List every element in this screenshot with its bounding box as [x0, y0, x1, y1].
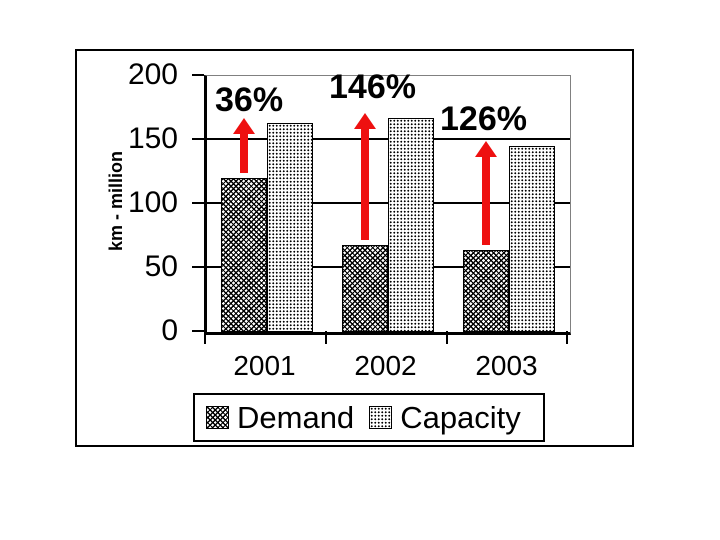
chart-frame: km - million 200 150 100 50 0: [75, 49, 634, 447]
x-tick-mark: [204, 331, 206, 344]
y-tick-label: 50: [144, 250, 178, 283]
y-tick-label: 100: [127, 186, 178, 219]
y-tick-mark: [192, 74, 204, 76]
bar-capacity-2003: [509, 146, 555, 332]
increase-arrow-2001: [233, 118, 255, 174]
x-tick-mark: [566, 331, 568, 344]
annotation-36pct: 36%: [215, 81, 284, 119]
arrow-head-icon: [475, 141, 497, 158]
x-category-label: 2002: [354, 350, 417, 381]
bar-capacity-2001: [267, 123, 313, 332]
y-tick-label: 0: [161, 314, 178, 347]
x-category-label: 2001: [233, 350, 296, 381]
y-tick-label: 200: [127, 58, 178, 91]
arrow-head-icon: [354, 113, 376, 130]
plot-area: [204, 75, 571, 335]
arrow-shaft: [482, 155, 490, 246]
legend-label-demand: Demand: [237, 399, 355, 435]
y-tick-mark: [192, 330, 204, 332]
y-tick-label: 150: [127, 122, 178, 155]
x-tick-mark: [325, 331, 327, 344]
x-tick-mark: [446, 331, 448, 344]
arrow-shaft: [361, 127, 369, 240]
increase-arrow-2003: [475, 141, 497, 246]
legend: Demand Capacity: [193, 393, 545, 442]
legend-label-capacity: Capacity: [400, 399, 521, 435]
y-tick-mark: [192, 138, 204, 140]
y-tick-mark: [192, 266, 204, 268]
legend-swatch-demand: [206, 406, 229, 429]
bar-demand-2002: [342, 245, 388, 332]
bar-demand-2003: [463, 250, 509, 332]
annotation-146pct: 146%: [329, 68, 416, 106]
y-tick-mark: [192, 202, 204, 204]
arrow-shaft: [240, 132, 248, 174]
increase-arrow-2002: [354, 113, 376, 240]
annotation-126pct: 126%: [440, 100, 527, 138]
x-category-label: 2003: [475, 350, 538, 381]
bar-capacity-2002: [388, 118, 434, 332]
legend-swatch-capacity: [369, 406, 393, 429]
bar-demand-2001: [221, 178, 267, 332]
arrow-head-icon: [233, 118, 255, 135]
